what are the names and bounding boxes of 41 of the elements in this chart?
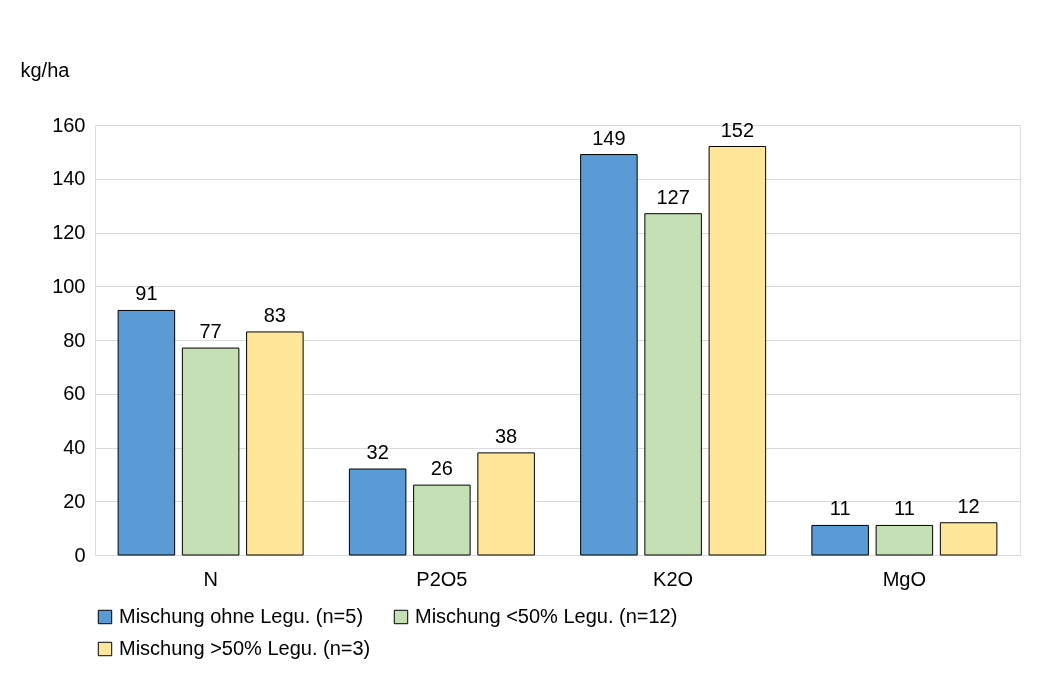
bar [811,524,869,556]
data-label: 11 [829,497,851,520]
bar [708,146,767,556]
data-label: 32 [366,441,389,463]
bar [644,213,702,556]
data-label: 152 [720,118,755,141]
y-tick-label: 100 [52,274,86,297]
bar [117,309,176,556]
y-tick-label: 120 [52,221,86,243]
y-tick-label: 140 [52,167,86,190]
x-tick-label: N [203,567,218,590]
legend-label: Mischung ohne Legu. (n=5) [119,605,364,627]
data-label: 38 [494,424,518,447]
bar [246,331,304,556]
bar [580,154,638,556]
bar [348,468,407,556]
y-tick-label: 0 [74,543,86,566]
bar [477,452,535,556]
data-label: 127 [656,185,690,208]
bar [875,524,934,556]
y-axis-title: kg/ha [20,58,71,81]
data-label: 11 [893,497,915,520]
y-tick-label: 40 [63,436,86,458]
bar [939,522,998,556]
y-tick-label: 160 [52,113,86,136]
y-tick-label: 20 [63,489,86,512]
x-tick-label: K2O [653,567,694,590]
data-label: 91 [135,282,158,305]
bar [181,347,240,556]
data-label: 26 [430,457,453,480]
legend-label: Mischung >50% Legu. (n=3) [119,637,371,659]
legend-label: Mischung <50% Legu. (n=12) [415,605,678,627]
data-label: 83 [263,303,286,326]
data-label: 149 [592,126,626,149]
x-tick-label: P2O5 [416,567,468,590]
data-label: 12 [957,494,980,517]
y-tick-label: 60 [63,382,86,405]
y-tick-label: 80 [63,328,86,351]
x-tick-label: MgO [882,567,927,590]
data-label: 77 [199,320,222,343]
bar [413,484,471,556]
